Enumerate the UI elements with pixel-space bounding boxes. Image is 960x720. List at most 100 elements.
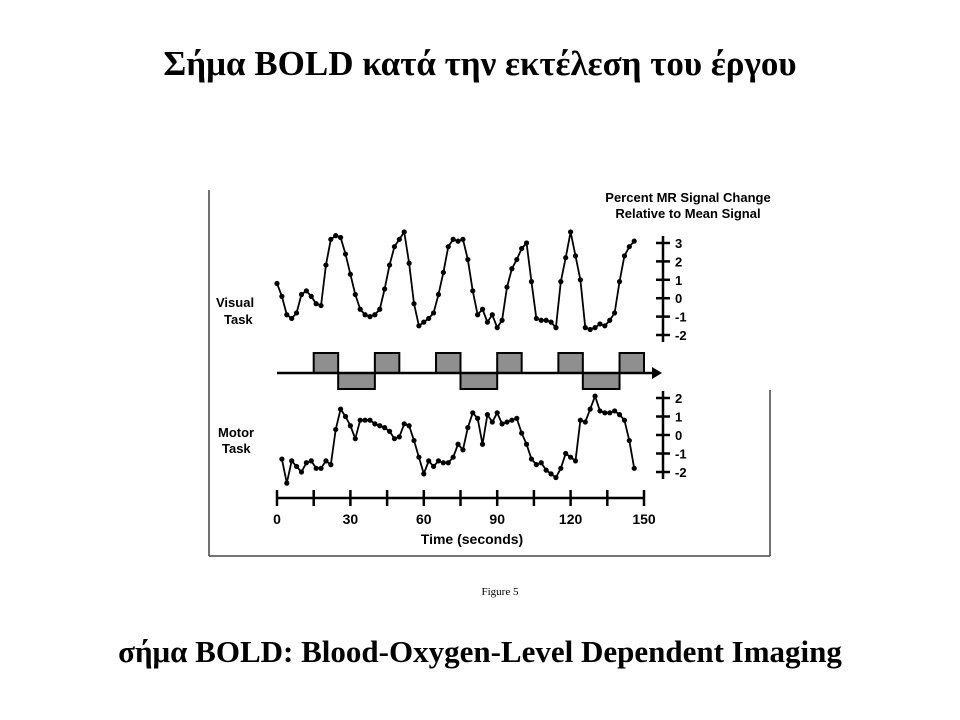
panel-1-point-71	[626, 437, 632, 444]
block-on-3	[435, 352, 462, 374]
panel-1-point-56	[553, 474, 559, 481]
panel-0-point-33	[435, 291, 442, 298]
panel-1-point-61	[577, 417, 583, 423]
block-on-6	[557, 352, 584, 374]
panel-1-y-tick-label-1: 1	[675, 410, 682, 425]
panel-0-point-14	[342, 251, 349, 257]
panel-0-point-72	[626, 244, 632, 250]
panel-1-point-21	[382, 425, 388, 431]
panel-1-point-7	[313, 465, 319, 471]
panel-1-point-44	[494, 410, 500, 416]
panel-1-point-1	[284, 480, 290, 486]
panel-0-point-28	[411, 301, 417, 307]
visual-task-label-line1: Visual	[216, 295, 254, 310]
panel-1-point-8	[318, 465, 324, 471]
panel-0-point-8	[313, 301, 319, 307]
panel-0-point-9	[318, 302, 324, 309]
panel-1-point-13	[342, 413, 349, 420]
panel-0-point-0	[274, 280, 280, 287]
x-tick-label-120: 120	[559, 511, 583, 527]
panel-1-point-26	[406, 423, 412, 429]
panel-1-point-35	[450, 454, 456, 460]
panel-1-point-18	[367, 417, 373, 423]
x-tick-label-30: 30	[343, 511, 359, 527]
x-tick-label-150: 150	[632, 511, 656, 527]
panel-1-point-38	[465, 425, 471, 431]
bold-chart-svg: Percent MR Signal Change Relative to Mea…	[208, 190, 771, 598]
panel-1-point-59	[568, 454, 574, 460]
panel-1-point-51	[528, 456, 535, 462]
panel-0-point-24	[391, 244, 398, 250]
panel-1-point-34	[445, 460, 451, 466]
panel-1-point-53	[538, 460, 544, 466]
panel-0-y-tick-label-0: 0	[675, 291, 682, 306]
panel-0-y-tick-label-2: 2	[675, 254, 682, 269]
panel-0-point-17	[357, 306, 363, 312]
panel-0-point-30	[421, 319, 427, 325]
panel-0-y-tick-label-1: 1	[675, 273, 682, 288]
panel-1-point-62	[582, 419, 588, 425]
panel-0-point-4	[293, 310, 300, 316]
panel-1-point-23	[391, 436, 398, 442]
panel-1-series-line	[281, 395, 636, 485]
axes-layer: 0 30 60 90 120 150 3 2 1 0 -1 -2 2 1 0 -1 -2	[273, 236, 687, 527]
panel-0-point-68	[607, 317, 613, 323]
panel-1-point-49	[519, 430, 525, 436]
panel-1-point-50	[523, 441, 530, 447]
block-on-8	[618, 352, 645, 374]
panel-0-point-23	[386, 262, 393, 268]
panel-0-point-39	[465, 256, 471, 263]
panel-0-point-64	[587, 326, 593, 333]
panel-0-point-48	[509, 266, 515, 272]
panel-0-point-32	[430, 310, 437, 316]
panel-0-point-51	[523, 240, 530, 246]
panel-1-point-5	[303, 460, 309, 466]
panel-0-point-55	[543, 317, 549, 323]
panel-0-point-13	[338, 234, 344, 241]
panel-1-point-64	[592, 393, 598, 399]
panel-1-y-tick-label--1: -1	[675, 447, 687, 462]
panel-0-point-31	[426, 315, 432, 322]
x-tick-label-60: 60	[416, 511, 432, 527]
panel-1-point-66	[602, 410, 608, 416]
panel-0-point-52	[528, 279, 535, 285]
panel-0-y-tick-label--2: -2	[675, 328, 687, 343]
panel-1-point-30	[426, 458, 432, 464]
panel-0-point-42	[479, 306, 486, 312]
panel-1-point-48	[514, 415, 520, 421]
panel-0-point-56	[548, 319, 554, 325]
panel-1-point-24	[396, 434, 402, 440]
motor-task-label-line1: Motor	[218, 425, 254, 440]
panel-0-point-49	[514, 256, 520, 263]
panel-1-point-68	[612, 408, 618, 414]
panel-1-point-69	[616, 412, 623, 418]
panel-1-point-45	[499, 421, 505, 427]
series-layer	[274, 229, 637, 486]
panel-0-point-36	[450, 236, 456, 242]
panel-1-point-29	[421, 471, 427, 477]
panel-0-point-6	[303, 288, 309, 294]
panel-0-point-50	[519, 245, 525, 252]
panel-1-point-60	[572, 458, 579, 464]
panel-1-point-32	[435, 458, 442, 464]
panel-1-point-14	[347, 423, 353, 429]
panel-0-point-63	[582, 325, 588, 331]
panel-0-point-57	[553, 325, 559, 331]
panel-1-point-54	[543, 467, 549, 473]
panel-1-point-17	[362, 417, 368, 423]
panel-0-point-53	[533, 315, 539, 322]
panel-1-point-67	[607, 410, 613, 416]
panel-1-point-11	[333, 426, 339, 433]
panel-1-point-31	[430, 463, 437, 470]
panel-0-point-10	[323, 262, 329, 268]
x-axis-label: Time (seconds)	[421, 531, 523, 547]
panel-1-point-12	[338, 406, 344, 412]
panel-0-point-67	[602, 323, 608, 329]
panel-1-point-47	[509, 417, 515, 423]
panel-1-point-57	[558, 465, 564, 471]
panel-1-point-37	[460, 447, 466, 453]
block-off-1	[337, 372, 376, 390]
panel-1-point-22	[386, 428, 393, 434]
panel-1-point-43	[489, 419, 495, 425]
chart-header-line2: Relative to Mean Signal	[615, 206, 760, 221]
